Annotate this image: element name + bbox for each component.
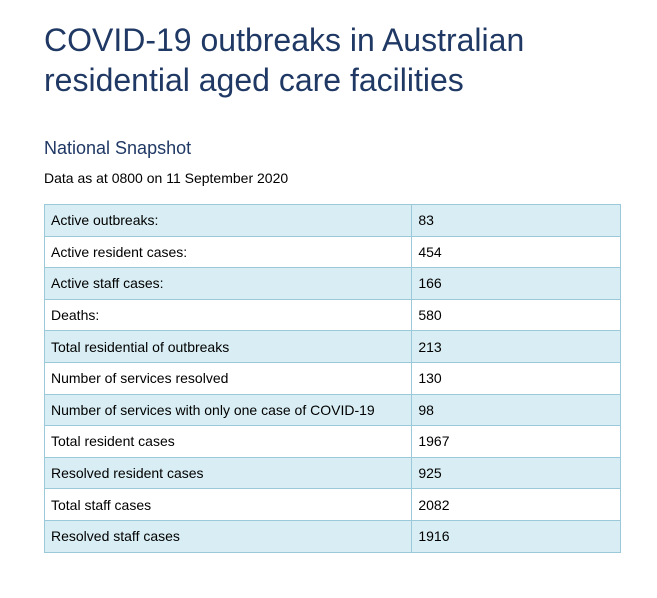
table-row: Number of services resolved 130 — [43, 361, 621, 395]
row-label: Total staff cases — [43, 488, 413, 521]
row-value: 166 — [411, 267, 621, 300]
row-value: 83 — [411, 204, 621, 237]
row-value: 1967 — [411, 425, 621, 458]
row-value: 1916 — [411, 519, 621, 553]
row-label: Total residential of outbreaks — [43, 330, 413, 363]
table-row: Active outbreaks: 83 — [43, 204, 621, 237]
row-label: Number of services with only one case of… — [43, 393, 413, 427]
document-page: COVID-19 outbreaks in Australian residen… — [43, 0, 634, 553]
page-title: COVID-19 outbreaks in Australian residen… — [44, 22, 525, 98]
table-row: Resolved staff cases 1916 — [43, 519, 621, 553]
row-value: 213 — [411, 330, 621, 363]
row-label: Active resident cases: — [43, 235, 413, 269]
row-value: 925 — [411, 456, 621, 490]
table-row: Active resident cases: 454 — [43, 235, 621, 269]
table-row: Resolved resident cases 925 — [43, 456, 621, 490]
table-row: Number of services with only one case of… — [43, 393, 621, 427]
table-row: Total staff cases 2082 — [43, 488, 621, 521]
table-row: Total residential of outbreaks 213 — [43, 330, 621, 363]
section-heading: National Snapshot — [44, 138, 192, 158]
row-label: Resolved staff cases — [43, 519, 413, 553]
row-label: Resolved resident cases — [43, 456, 413, 490]
row-label: Active outbreaks: — [43, 204, 413, 237]
row-value: 454 — [411, 235, 621, 269]
table-row: Total resident cases 1967 — [43, 425, 621, 458]
snapshot-table: Active outbreaks: 83 Active resident cas… — [43, 204, 621, 553]
row-value: 580 — [411, 298, 621, 332]
row-label: Active staff cases: — [43, 267, 413, 300]
row-value: 130 — [411, 361, 621, 395]
row-label: Deaths: — [43, 298, 413, 332]
row-label: Total resident cases — [43, 425, 413, 458]
data-timestamp: Data as at 0800 on 11 September 2020 — [44, 170, 289, 186]
row-value: 98 — [411, 393, 621, 427]
row-value: 2082 — [411, 488, 621, 521]
row-label: Number of services resolved — [43, 361, 413, 395]
table-row: Active staff cases: 166 — [43, 267, 621, 300]
table-row: Deaths: 580 — [43, 298, 621, 332]
